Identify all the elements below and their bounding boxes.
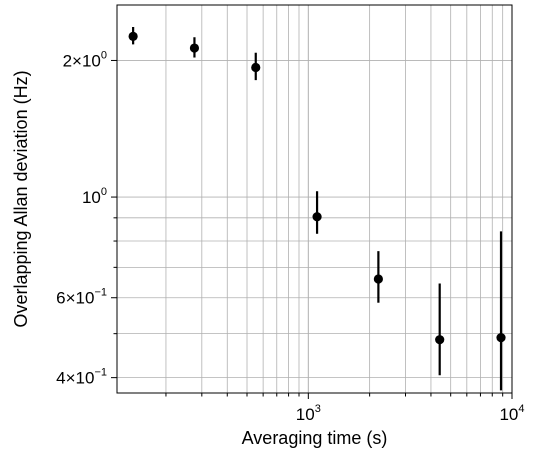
y-tick-label-exponent: 0	[101, 49, 107, 61]
x-tick-label: 103	[296, 403, 321, 424]
plot-area-frame	[116, 4, 513, 394]
y-tick-label: 6×10−1	[56, 287, 107, 308]
y-tick-label-base: 6×10	[56, 289, 94, 308]
data-point	[435, 335, 445, 345]
y-tick-label: 100	[82, 186, 107, 207]
y-tick-label-base: 10	[82, 188, 101, 207]
y-tick-label-base: 2×10	[63, 51, 101, 70]
data-point	[373, 274, 383, 284]
data-point	[496, 333, 506, 343]
y-axis-label: Overlapping Allan deviation (Hz)	[11, 70, 31, 327]
grid-lines	[117, 5, 513, 393]
x-tick-label-exponent: 3	[315, 403, 321, 415]
x-axis-label: Averaging time (s)	[242, 428, 388, 448]
y-tick-label-exponent: 0	[101, 186, 107, 198]
y-tick-label: 2×100	[63, 49, 107, 70]
x-tick-label-exponent: 4	[518, 403, 524, 415]
x-tick-label: 104	[499, 403, 524, 424]
y-tick-label-exponent: −1	[94, 287, 107, 299]
data-point	[128, 31, 138, 41]
y-tick-label-base: 4×10	[56, 369, 94, 388]
y-tick-label-exponent: −1	[94, 367, 107, 379]
data-series	[128, 27, 506, 391]
y-tick-label: 4×10−1	[56, 367, 107, 388]
data-point	[189, 43, 200, 53]
x-tick-label-base: 10	[499, 405, 518, 424]
data-point	[251, 62, 261, 73]
x-tick-label-base: 10	[296, 405, 315, 424]
data-point	[312, 212, 322, 222]
